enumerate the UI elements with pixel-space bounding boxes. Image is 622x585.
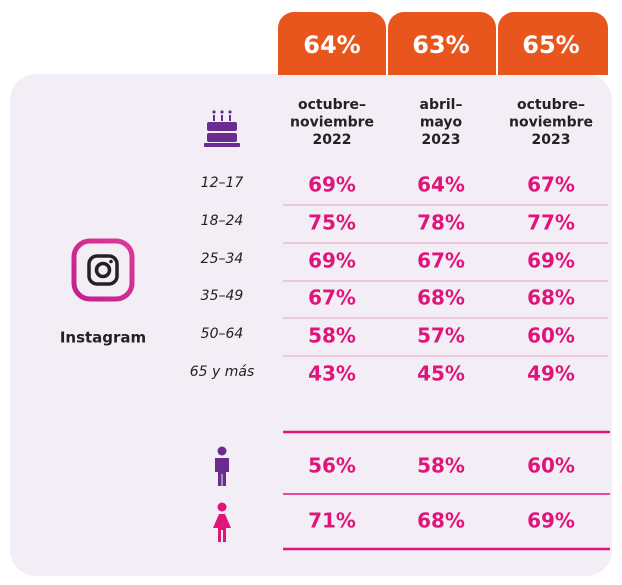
instagram-icon	[71, 238, 135, 302]
cell-value: 56%	[308, 454, 356, 478]
cell-value: 60%	[527, 324, 575, 348]
cell-value: 60%	[527, 454, 575, 478]
total: 65%	[522, 31, 579, 59]
tab	[498, 12, 608, 75]
cell-value: 77%	[527, 211, 575, 235]
cell-value: 58%	[308, 324, 356, 348]
total: 63%	[412, 31, 469, 59]
cell-value: 67%	[308, 286, 356, 310]
cell-value: 67%	[527, 173, 575, 197]
cell-value: 49%	[527, 362, 575, 386]
cake-icon	[204, 110, 240, 147]
tab	[278, 12, 386, 75]
column-header: 2023	[532, 132, 571, 148]
cell-value: 75%	[308, 211, 356, 235]
column-header: octubre–	[298, 97, 366, 113]
cell-value: 68%	[527, 286, 575, 310]
cell-value: 43%	[308, 362, 356, 386]
column-header: noviembre	[290, 115, 374, 131]
age-label: 50–64	[201, 326, 244, 342]
tab	[388, 12, 496, 75]
platform-name: Instagram	[60, 329, 146, 347]
cell-value: 68%	[417, 509, 465, 533]
cell-value: 69%	[527, 509, 575, 533]
cell-value: 68%	[417, 286, 465, 310]
column-header: 2023	[422, 132, 461, 148]
column-header: noviembre	[509, 115, 593, 131]
cell-value: 67%	[417, 249, 465, 273]
woman-icon	[213, 502, 231, 542]
cell-value: 78%	[417, 211, 465, 235]
cell-value: 69%	[308, 249, 356, 273]
column-header: mayo	[420, 115, 463, 131]
age-label: 18–24	[201, 213, 244, 229]
cell-value: 71%	[308, 509, 356, 533]
man-icon	[215, 446, 229, 486]
column-header: abril–	[420, 97, 463, 113]
cell-value: 45%	[417, 362, 465, 386]
column-header: octubre–	[517, 97, 585, 113]
cell-value: 64%	[417, 173, 465, 197]
cell-value: 58%	[417, 454, 465, 478]
age-label: 25–34	[201, 251, 244, 267]
age-label: 12–17	[201, 175, 244, 191]
cell-value: 69%	[527, 249, 575, 273]
column-header: 2022	[313, 132, 352, 148]
age-label: 35–49	[201, 288, 244, 304]
cell-value: 69%	[308, 173, 356, 197]
card	[10, 74, 612, 576]
cell-value: 57%	[417, 324, 465, 348]
age-label: 65 y más	[190, 364, 255, 380]
total: 64%	[303, 31, 360, 59]
